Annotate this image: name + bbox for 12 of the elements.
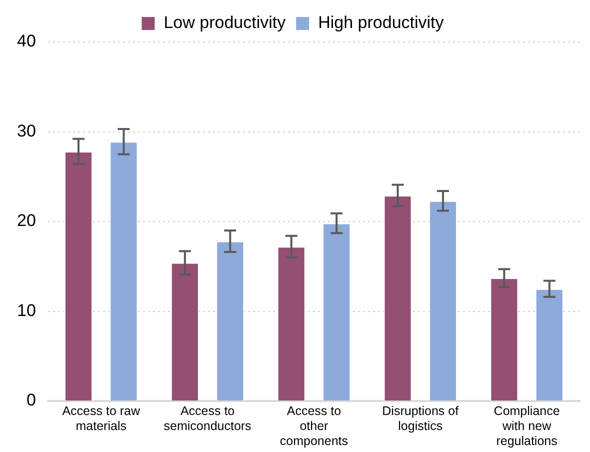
x-tick-label: Disruptions of logistics bbox=[382, 404, 460, 433]
legend-label: High productivity bbox=[318, 13, 444, 32]
legend-label: Low productivity bbox=[164, 13, 286, 32]
x-tick-label: Compliance with new regulations bbox=[494, 404, 560, 448]
y-tick-label: 40 bbox=[16, 32, 36, 51]
y-tick-label: 30 bbox=[16, 121, 36, 140]
x-tick-label: Access to other components bbox=[280, 404, 348, 448]
x-tick-label: Access to semiconductors bbox=[164, 404, 252, 433]
y-tick-label: 20 bbox=[16, 211, 36, 230]
y-tick-label: 10 bbox=[16, 300, 36, 320]
x-tick-label: Access to raw materials bbox=[62, 404, 141, 433]
y-tick-label: 0 bbox=[26, 390, 36, 410]
